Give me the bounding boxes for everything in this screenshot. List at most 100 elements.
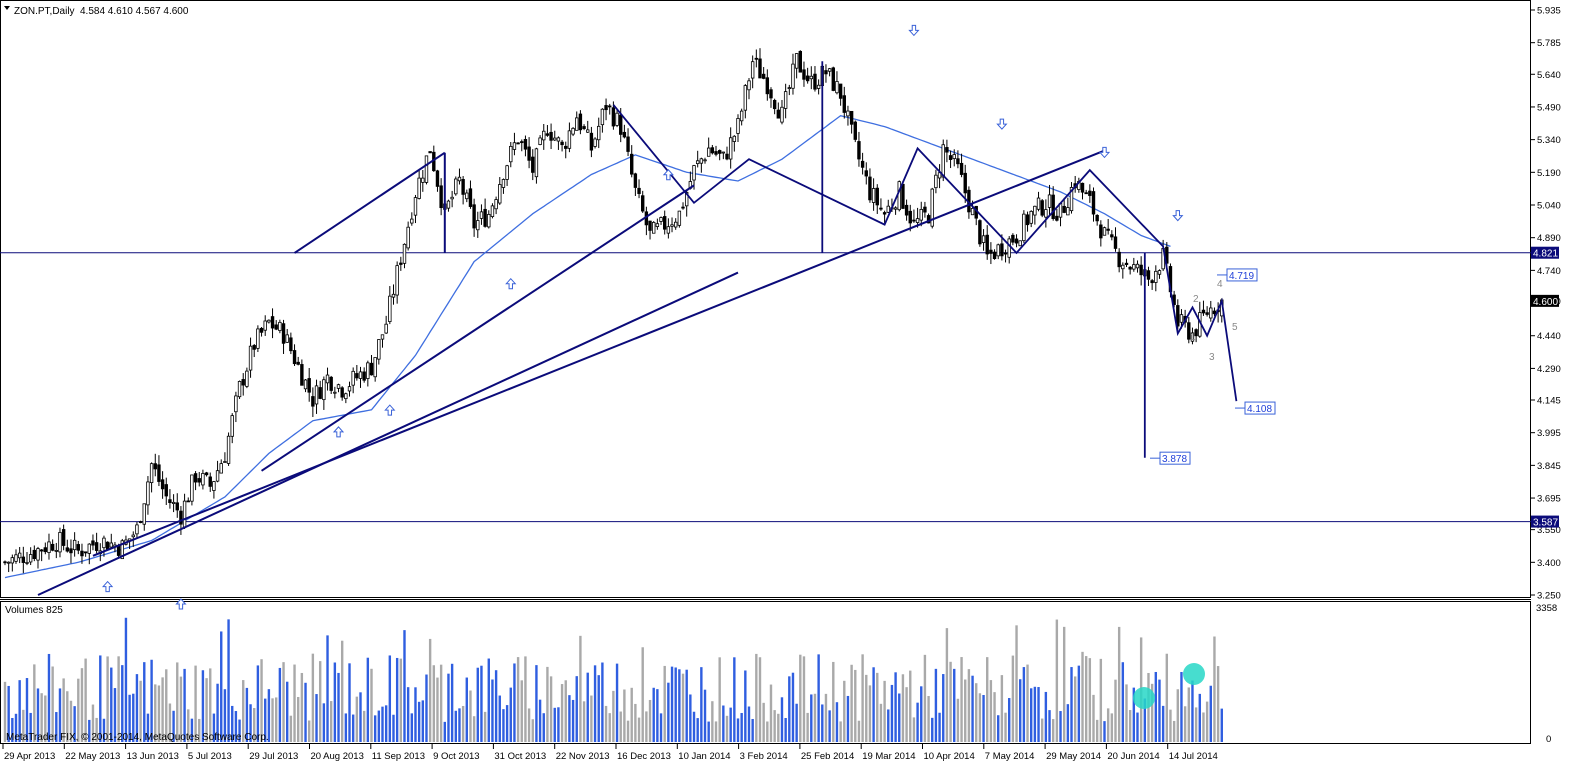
- candle-body: [190, 474, 194, 502]
- volume-bar: [439, 664, 443, 742]
- candle-body: [340, 387, 344, 398]
- volume-bar: [447, 673, 450, 742]
- candle-body: [314, 385, 319, 405]
- volume-bar: [630, 687, 633, 742]
- candle-body: [934, 174, 938, 189]
- volume-label: Volumes 825: [5, 605, 63, 616]
- volume-bar: [29, 712, 32, 742]
- volume-bar: [696, 718, 699, 742]
- volume-bar: [854, 669, 857, 742]
- volume-bar: [777, 713, 780, 742]
- volume-bar: [66, 691, 69, 742]
- candle-body: [534, 148, 539, 178]
- up-arrow-icon: [384, 404, 396, 416]
- candle-body: [1212, 310, 1217, 315]
- candle-body: [673, 221, 678, 228]
- volume-bar: [564, 680, 567, 742]
- volume-bar: [725, 715, 729, 742]
- volume-bar: [307, 720, 311, 742]
- volume-bar: [1191, 680, 1194, 742]
- candle-body: [908, 210, 912, 224]
- chart-symbol: ZON.PT,Daily: [14, 6, 75, 17]
- candle-body: [483, 208, 487, 227]
- volume-bar: [231, 705, 234, 742]
- candle-body: [575, 117, 579, 131]
- volume-bar: [209, 668, 212, 742]
- volume-bar: [876, 672, 879, 742]
- volume-bar: [645, 711, 648, 742]
- candle-body: [157, 464, 161, 482]
- candle-body: [146, 481, 150, 506]
- candle-body: [827, 68, 832, 72]
- candle-body: [545, 133, 550, 136]
- candle-body: [1150, 280, 1154, 284]
- candle-body: [347, 386, 352, 392]
- x-tick-label: 22 Nov 2013: [556, 751, 610, 762]
- candle-body: [39, 549, 44, 552]
- candle-body: [846, 110, 850, 117]
- volume-bar: [14, 713, 18, 742]
- volume-bar: [755, 653, 758, 742]
- volume-bar: [817, 654, 820, 742]
- candle-body: [1146, 270, 1151, 280]
- volume-bar: [205, 678, 208, 742]
- volume-bar: [1008, 698, 1011, 742]
- candle-body: [54, 549, 59, 552]
- volume-bar: [227, 619, 230, 742]
- volume-bar: [168, 703, 172, 742]
- volume-bar: [1077, 665, 1081, 742]
- candle-body: [377, 339, 381, 360]
- volume-bar: [417, 701, 421, 742]
- volume-bar: [1158, 679, 1161, 742]
- volume-bar: [1154, 671, 1158, 742]
- candle-body: [787, 87, 792, 90]
- candle-body: [1022, 213, 1026, 242]
- volume-bar: [982, 694, 985, 742]
- candle-body: [160, 479, 165, 490]
- candle-body: [402, 243, 407, 264]
- candle-body: [648, 220, 652, 231]
- x-tick-label: 29 Apr 2013: [4, 751, 55, 762]
- trend-line: [260, 184, 695, 472]
- candle-body: [215, 470, 220, 482]
- volume-bar: [1004, 712, 1007, 742]
- volume-bar: [399, 658, 403, 742]
- candle-body: [831, 67, 835, 91]
- volume-bar: [454, 710, 457, 742]
- volume-bar: [1187, 687, 1190, 742]
- y-tick-label: 5.190: [1537, 168, 1561, 179]
- candle-body: [366, 362, 370, 379]
- volume-max-label: 3358: [1536, 603, 1557, 614]
- candle-body: [164, 484, 168, 497]
- volume-bar: [194, 665, 197, 742]
- candle-body: [791, 63, 795, 89]
- volume-bar: [681, 673, 685, 742]
- volume-bar: [571, 699, 575, 742]
- candle-body: [417, 177, 421, 199]
- volume-highlight: [1133, 687, 1155, 709]
- candle-body: [102, 537, 106, 549]
- volume-bar: [795, 703, 798, 742]
- candle-body: [879, 207, 883, 210]
- candle-body: [116, 545, 121, 556]
- last-price-tag: [1531, 294, 1559, 307]
- volume-bar: [242, 680, 245, 742]
- candle-body: [512, 142, 517, 150]
- collapse-triangle-icon[interactable]: [4, 6, 10, 10]
- volume-bar: [887, 709, 890, 742]
- candle-body: [476, 220, 480, 231]
- candle-body: [637, 187, 641, 194]
- volume-bar: [1150, 683, 1154, 742]
- candle-body: [655, 223, 660, 227]
- candle-body: [182, 500, 187, 528]
- volume-bar: [1062, 626, 1066, 742]
- volume-bar: [1081, 651, 1084, 742]
- volume-bar: [857, 720, 861, 742]
- volume-bar: [978, 693, 982, 742]
- candle-body: [981, 235, 986, 243]
- candle-body: [318, 387, 322, 399]
- volume-bar: [146, 713, 150, 742]
- y-tick-label: 3.695: [1537, 494, 1561, 505]
- candle-body: [267, 319, 271, 323]
